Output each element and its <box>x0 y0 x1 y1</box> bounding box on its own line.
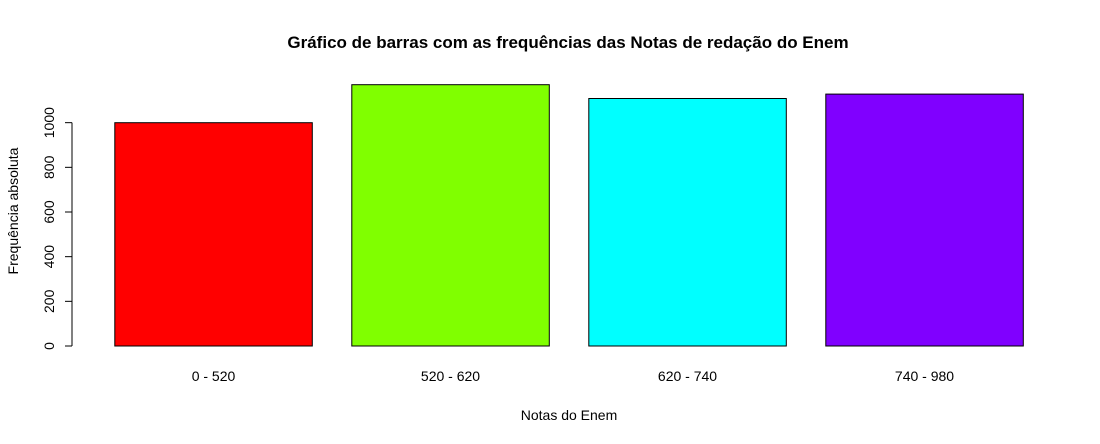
x-tick-label: 740 - 980 <box>895 368 954 384</box>
x-tick-label: 520 - 620 <box>421 368 480 384</box>
y-tick-label: 400 <box>41 245 57 269</box>
y-axis: 0 200 400 600 800 1000 <box>41 107 73 350</box>
x-tick-label: 620 - 740 <box>658 368 717 384</box>
y-tick-label: 600 <box>41 200 57 224</box>
bar <box>114 122 313 347</box>
x-tick-label: 0 - 520 <box>192 368 236 384</box>
y-tick-label: 800 <box>41 155 57 179</box>
x-axis-label: Notas do Enem <box>521 407 618 423</box>
bar <box>825 93 1024 347</box>
bars <box>114 84 1024 347</box>
bar <box>351 84 550 347</box>
y-tick-label: 200 <box>41 289 57 313</box>
bar <box>588 98 787 347</box>
x-axis-labels: 0 - 520 520 - 620 620 - 740 740 - 980 <box>192 368 955 384</box>
chart-title: Gráfico de barras com as frequências das… <box>287 33 848 52</box>
y-axis-label: Frequência absoluta <box>5 147 21 274</box>
y-tick-label: 1000 <box>41 107 57 138</box>
y-tick-label: 0 <box>41 342 57 350</box>
